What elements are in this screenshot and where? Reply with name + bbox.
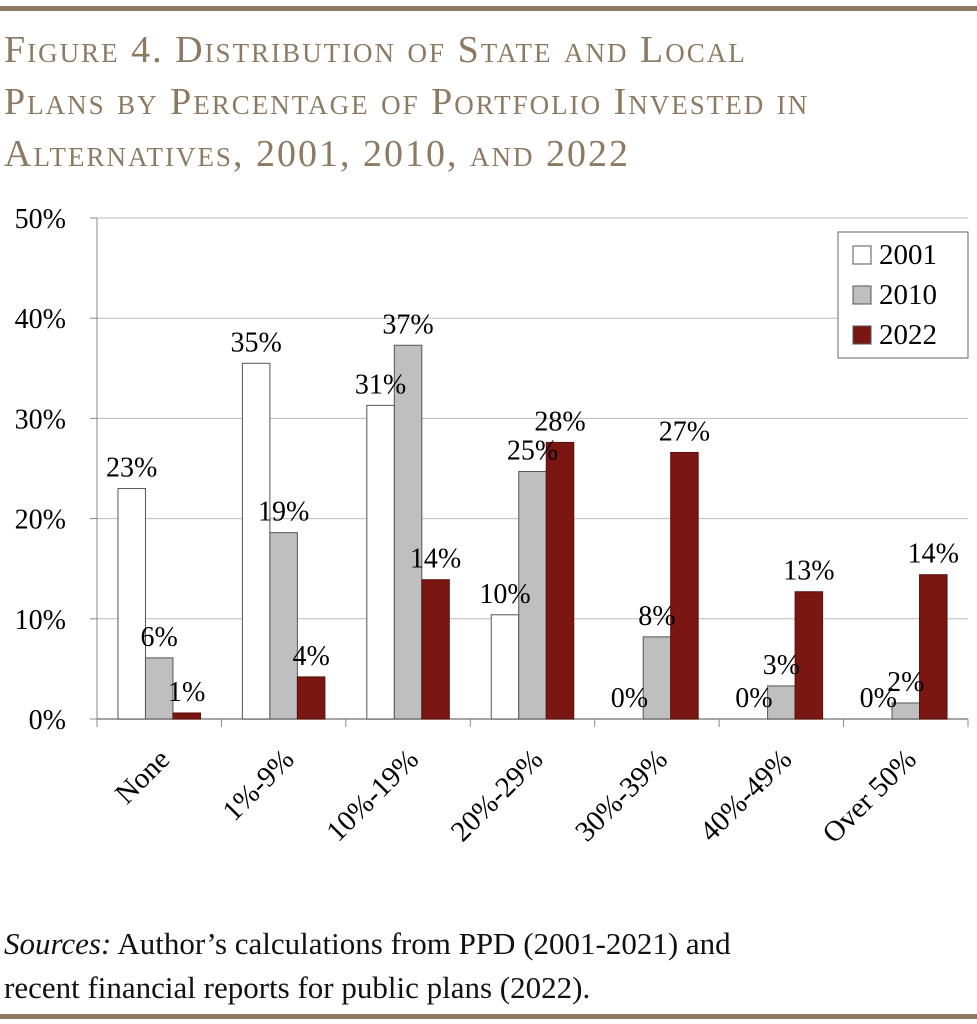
y-tick-label: 40% — [15, 304, 66, 335]
bottom-rule — [0, 1014, 977, 1019]
data-label-2001: 0% — [735, 683, 772, 714]
data-label-2001: 31% — [355, 369, 406, 400]
y-tick-label: 10% — [15, 605, 66, 636]
title-line-3: Alternatives, 2001, 2010, and 2022 — [4, 133, 630, 175]
bar-2022 — [545, 441, 575, 720]
bar-2010 — [269, 532, 298, 720]
legend-swatch-2010 — [852, 285, 872, 305]
legend-label-2022: 2022 — [879, 319, 937, 351]
title-line-2: Plans by Percentage of Portfolio Investe… — [4, 81, 810, 123]
bar-2001 — [241, 362, 271, 720]
data-label-2010: 25% — [507, 436, 558, 467]
y-tick-label: 0% — [29, 705, 66, 736]
bar-2022 — [421, 579, 450, 720]
bar-2010 — [393, 344, 423, 720]
x-category-label: 30%-39% — [569, 743, 674, 848]
legend-swatch-2022 — [852, 325, 872, 345]
bar-2022 — [172, 712, 201, 720]
data-label-2001: 35% — [230, 327, 281, 358]
x-category-label: 10%-19% — [320, 743, 425, 848]
bar-2001 — [117, 488, 146, 720]
data-label-2001: 10% — [479, 579, 530, 610]
x-category-label: None — [109, 743, 176, 810]
data-label-2001: 0% — [860, 683, 897, 714]
x-axis-categories: None 1%-9% 10%-19% 20%-29% 30%-39% 40%-49% Ove… — [109, 743, 923, 849]
data-labels: 23% 6% 1% 35% 19% 4% 31% 37% 14% 10% 25%28% 0% 8% 27%… — [106, 309, 959, 714]
data-label-2022: 14% — [410, 544, 461, 575]
legend-label-2010: 2010 — [879, 279, 937, 311]
data-label-2010: 37% — [382, 309, 433, 340]
data-label-2010: 8% — [638, 601, 675, 632]
data-label-2010: 3% — [763, 650, 800, 681]
bar-2022 — [670, 451, 699, 720]
bar-2022 — [919, 574, 948, 720]
sources-label: Sources: — [4, 926, 112, 961]
bar-2010 — [767, 685, 796, 720]
legend-label-2001: 2001 — [879, 239, 937, 271]
title-line-1: Figure 4. Distribution of State and Loca… — [4, 29, 747, 71]
bar-2001 — [490, 614, 520, 720]
data-label-2022: 4% — [292, 641, 329, 672]
x-category-label: Over 50% — [816, 743, 922, 849]
data-label-2022: 1% — [168, 677, 205, 708]
legend-swatch-2001 — [852, 245, 872, 265]
data-label-2001: 0% — [611, 683, 648, 714]
data-label-2022: 14% — [908, 539, 959, 570]
bar-2022 — [794, 591, 824, 720]
data-label-2022: 28% — [534, 406, 585, 437]
sources-text: Author’s calculations from PPD (2001-202… — [111, 926, 731, 961]
bars — [117, 344, 948, 720]
data-label-2022: 13% — [783, 556, 834, 587]
bar-2010 — [642, 636, 672, 720]
bar-2001 — [366, 404, 395, 720]
sources-text-line2: recent financial reports for public plan… — [4, 970, 591, 1005]
bar-chart: 0% 10% 20% 30% 40% 50% 23% 6% 1% 35% 19% 4% 31% 37% 1… — [15, 204, 969, 850]
data-label-2010: 6% — [141, 622, 178, 653]
x-category-label: 1%-9% — [216, 743, 300, 827]
bar-2010 — [144, 657, 174, 720]
sources-note: Sources: Author’s calculations from PPD … — [4, 922, 964, 1010]
data-label-2010: 19% — [258, 497, 309, 528]
y-tick-label: 50% — [15, 204, 66, 235]
bar-2010 — [518, 471, 547, 720]
figure-title: Figure 4. Distribution of State and Loca… — [4, 24, 964, 180]
data-label-2010: 2% — [887, 667, 924, 698]
data-label-2022: 27% — [659, 416, 710, 447]
bar-2022 — [296, 676, 326, 720]
top-rule — [0, 6, 977, 11]
y-tick-label: 30% — [15, 404, 66, 435]
y-axis-ticks: 0% 10% 20% 30% 40% 50% — [15, 204, 66, 736]
x-category-label: 40%-49% — [694, 743, 799, 848]
y-tick-label: 20% — [15, 505, 66, 536]
data-label-2001: 23% — [106, 453, 157, 484]
x-category-label: 20%-29% — [445, 743, 550, 848]
legend: 2001 2010 2022 — [837, 231, 969, 359]
